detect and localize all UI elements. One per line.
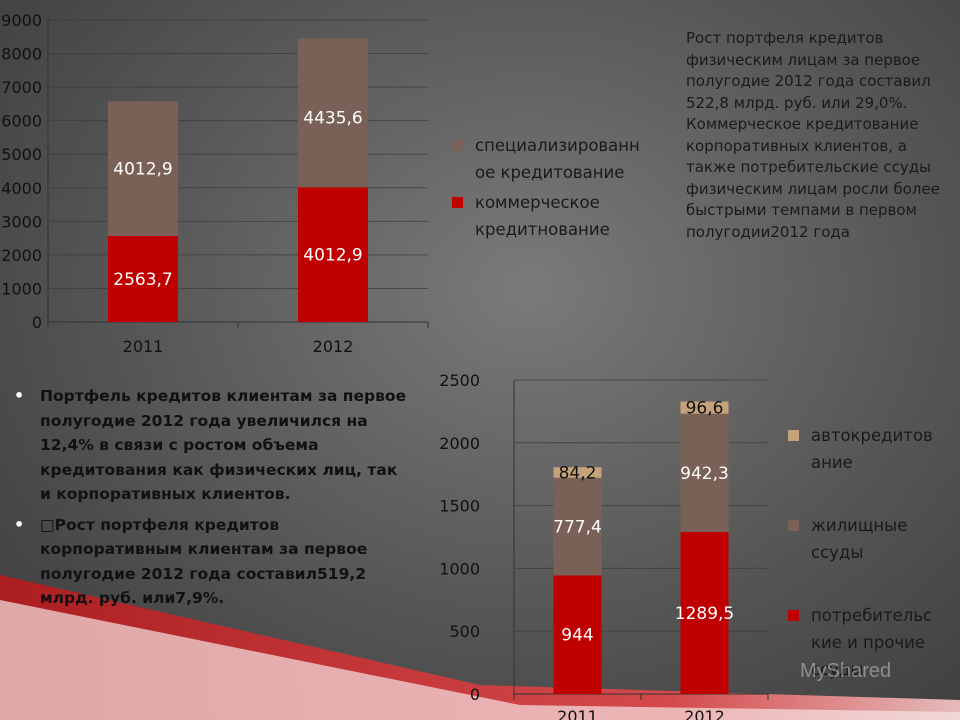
bar-2012-0: [298, 187, 368, 322]
bar-2012-1: [298, 38, 368, 188]
bullet-item-2: • □Рост портфеля кредитов корпоративным …: [14, 513, 410, 611]
data-label: 777,4: [553, 518, 602, 538]
x-tick-label: 2011: [557, 707, 598, 720]
bar-2011-2: [553, 467, 602, 478]
legend-item-auto: автокредитов ание: [788, 422, 958, 476]
y-tick-label: 1000: [1, 279, 42, 298]
bullet-dot-icon: •: [14, 514, 25, 534]
data-label: 4012,9: [303, 246, 362, 266]
x-tick-label: 2012: [684, 707, 725, 720]
bar-2012-2: [680, 401, 729, 414]
legend-swatch-specialized: [452, 140, 463, 151]
y-tick-label: 1500: [439, 497, 480, 516]
legend-item-mortgage: жилищные ссуды: [788, 512, 958, 566]
y-tick-label: 7000: [1, 78, 42, 97]
y-tick-label: 0: [32, 313, 42, 332]
legend-label-mortgage: жилищные ссуды: [811, 516, 908, 562]
bullet-text-1: Портфель кредитов клиентам за первое пол…: [40, 387, 407, 503]
y-tick-label: 3000: [1, 212, 42, 231]
bar-2011-0: [108, 235, 178, 322]
y-tick-label: 8000: [1, 45, 42, 64]
data-label: 942,3: [680, 464, 729, 484]
x-tick-label: 2011: [123, 337, 164, 356]
bullet-dot-icon: •: [14, 386, 25, 405]
watermark-text: MyShared: [800, 660, 892, 682]
bullet-text-2: □Рост портфеля кредитов корпоративным кл…: [40, 515, 368, 608]
bar-2011-1: [108, 101, 178, 236]
data-label: 84,2: [559, 464, 597, 484]
data-label: 944: [561, 626, 593, 646]
legend-label-specialized: специализированн ое кредитование: [475, 136, 640, 182]
bar-2011-0: [553, 575, 602, 694]
legend-item-specialized: специализированн ое кредитование: [452, 132, 662, 186]
y-tick-label: 6000: [1, 112, 42, 131]
bar-2011-1: [553, 477, 602, 576]
y-tick-label: 9000: [1, 11, 42, 30]
bar-2012-1: [680, 413, 729, 533]
data-label: 4435,6: [303, 109, 362, 129]
data-label: 96,6: [686, 399, 724, 419]
bar-2012-0: [680, 532, 729, 694]
legend-swatch-auto: [788, 430, 799, 441]
legend-swatch-mortgage: [788, 520, 799, 531]
legend-item-commercial: коммерческое кредитнование: [452, 189, 662, 243]
bullet-item-1: • Портфель кредитов клиентам за первое п…: [14, 384, 410, 507]
legend-item-consumer: потребительс кие и прочие ссуды: [788, 602, 958, 683]
data-label: 4012,9: [113, 160, 172, 180]
legend-label-consumer: потребительс кие и прочие ссуды: [811, 606, 933, 679]
legend-swatch-commercial: [452, 197, 463, 208]
data-label: 1289,5: [675, 604, 734, 624]
y-tick-label: 500: [449, 622, 480, 641]
x-tick-label: 2012: [313, 337, 354, 356]
right-commentary: Рост портфеля кредитов физическим лицам …: [686, 29, 940, 241]
legend-swatch-consumer: [788, 610, 799, 621]
y-tick-label: 2000: [439, 434, 480, 453]
data-label: 2563,7: [113, 270, 172, 290]
legend-label-auto: автокредитов ание: [811, 426, 933, 472]
legend-chart2: автокредитов ание жилищные ссуды потреби…: [788, 422, 958, 683]
y-tick-label: 1000: [439, 559, 480, 578]
legend-chart1: специализированн ое кредитование коммерч…: [452, 132, 662, 243]
y-tick-label: 2000: [1, 246, 42, 265]
y-tick-label: 5000: [1, 145, 42, 164]
legend-label-commercial: коммерческое кредитнование: [475, 193, 610, 239]
bullet-list: • Портфель кредитов клиентам за первое п…: [14, 384, 410, 611]
y-tick-label: 0: [470, 685, 480, 704]
y-tick-label: 2500: [439, 371, 480, 390]
y-tick-label: 4000: [1, 179, 42, 198]
